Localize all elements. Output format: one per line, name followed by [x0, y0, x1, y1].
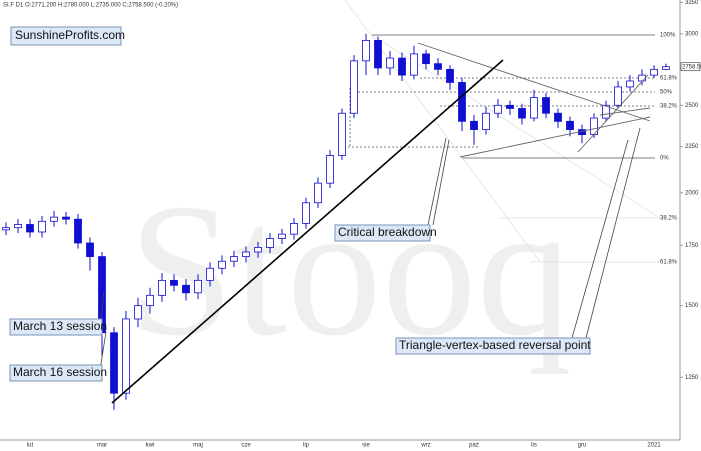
candle-body	[422, 53, 430, 65]
candle-body	[62, 216, 70, 220]
candle-body	[446, 68, 454, 83]
annotation: March 16 session	[13, 365, 107, 379]
candle-body	[50, 216, 58, 222]
fib-label: 0%	[660, 156, 669, 162]
label-box	[10, 26, 122, 46]
annotation: Critical breakdown	[338, 225, 437, 239]
x-tick-label: gru	[578, 443, 587, 449]
label-box	[9, 364, 103, 382]
fib-levels	[348, 34, 655, 159]
x-tick-label: lip	[303, 443, 310, 449]
y-tick-label: 3250	[685, 0, 699, 6]
candle-body	[218, 260, 226, 269]
candle-body	[518, 108, 526, 119]
candle-body	[374, 39, 382, 69]
candle-body	[326, 155, 334, 184]
y-tick-label: 2000	[685, 190, 699, 196]
candle-body	[434, 63, 442, 70]
candle-body	[74, 218, 82, 244]
x-tick-label: lut	[27, 443, 34, 449]
candle-body	[26, 224, 34, 233]
fib-labels: 100% 61.8% 50% 38.2% 0% 38.2% 61.8%	[660, 33, 678, 266]
x-tick-label: paź	[469, 443, 479, 449]
triangle	[417, 42, 651, 158]
candle-body	[314, 182, 322, 204]
candle-body	[170, 279, 178, 286]
x-tick-label: cze	[241, 443, 251, 449]
fib-label: 100%	[660, 33, 676, 39]
y-tick-label: 2250	[685, 144, 699, 150]
candle-body	[278, 233, 286, 239]
x-tick-label: wrz	[420, 443, 430, 449]
candle-body	[2, 227, 10, 231]
candle-body	[14, 224, 22, 229]
annotation: Triangle-vertex-based reversal point	[399, 338, 591, 352]
fib-label: 50%	[660, 90, 673, 96]
candle-body	[554, 112, 562, 122]
candle-body	[146, 294, 154, 307]
label-box	[334, 224, 431, 242]
fib-label: 38.2%	[660, 216, 678, 222]
candle-body	[542, 97, 550, 114]
pointers	[99, 127, 641, 371]
y-tick-label: 1500	[685, 303, 699, 309]
candle-body	[386, 57, 394, 69]
candle-body	[662, 66, 670, 70]
x-tick-label: lis	[531, 443, 537, 449]
x-tick-label: maj	[193, 443, 203, 449]
candle-body	[614, 86, 622, 106]
fib-label: 61.8%	[660, 76, 678, 82]
candle-body	[626, 80, 634, 88]
candle-body	[482, 112, 490, 130]
label-box	[9, 318, 103, 336]
y-tick-label: 2500	[685, 103, 699, 109]
candle-body	[566, 120, 574, 130]
candle-body	[182, 284, 190, 294]
header: SI.F D1 O:2771.200 H:2780.000 L:2735.000…	[3, 3, 178, 9]
candle-body	[134, 305, 142, 320]
candle-body	[254, 247, 262, 253]
candle-body	[194, 279, 202, 294]
candle-body	[350, 60, 358, 114]
candle-body	[410, 53, 418, 76]
fib-label: 61.8%	[660, 260, 678, 266]
y-tick-label: 3000	[685, 31, 699, 37]
candle-body	[266, 238, 274, 248]
fib-label: 38.2%	[660, 104, 678, 110]
label-box	[395, 337, 591, 355]
annotation: SunshineProfits.com	[15, 28, 125, 42]
trend-line	[111, 59, 504, 404]
x-tick-label: sie	[362, 443, 370, 449]
x-tick-label: kwi	[146, 443, 155, 449]
candle-body	[506, 104, 514, 109]
candle-body	[458, 82, 466, 122]
candle-body	[302, 202, 310, 224]
candle-body	[650, 68, 658, 76]
candle-body	[86, 242, 94, 257]
candle-body	[398, 57, 406, 76]
candle-body	[122, 318, 130, 394]
candle-body	[602, 104, 610, 119]
candle-body	[242, 251, 250, 257]
x-tick-label: 2021	[647, 443, 661, 449]
candle-body	[362, 39, 370, 62]
candle-body	[470, 120, 478, 130]
candle-body	[290, 223, 298, 235]
candle-body	[494, 104, 502, 114]
price-label: 2758.50	[682, 64, 701, 70]
y-tick-label: 1250	[685, 375, 699, 381]
price-box	[680, 62, 701, 72]
candle-body	[338, 112, 346, 156]
candle-body	[638, 74, 646, 82]
candle-body	[158, 279, 166, 296]
x-tick-label: mar	[97, 443, 107, 449]
candle-body	[230, 256, 238, 262]
candle-body	[110, 332, 118, 394]
annotation: March 13 session	[13, 319, 107, 333]
candle-body	[206, 267, 214, 281]
candle-body	[530, 97, 538, 119]
candle-body	[38, 220, 46, 233]
y-tick-label: 1750	[685, 243, 699, 249]
